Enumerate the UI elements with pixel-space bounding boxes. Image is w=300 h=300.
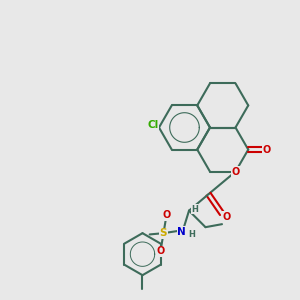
Text: O: O [262,145,270,154]
Text: O: O [222,212,231,222]
Text: O: O [231,167,240,177]
Text: H: H [189,230,195,239]
Text: O: O [162,210,171,220]
Text: N: N [177,227,186,237]
Text: H: H [191,205,198,214]
Text: O: O [156,246,165,256]
Text: Cl: Cl [147,119,159,130]
Text: S: S [160,228,167,238]
